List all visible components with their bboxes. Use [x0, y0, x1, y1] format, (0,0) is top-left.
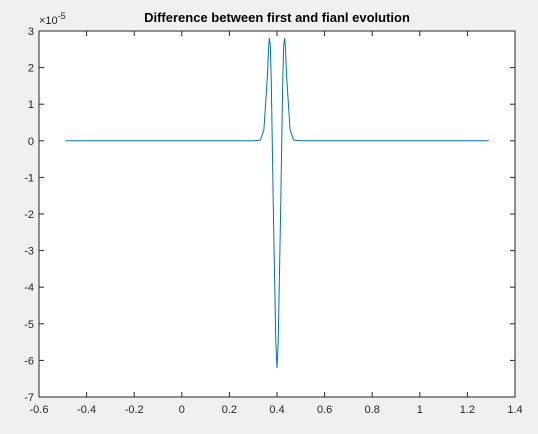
y-axis-exponent: ×10-5 [39, 11, 66, 27]
x-tick-label: 0.2 [222, 404, 237, 416]
x-tick-label: 1.4 [507, 404, 522, 416]
y-axis-exponent-base: ×10 [39, 15, 58, 27]
y-tick-label: -7 [24, 392, 34, 404]
x-tick-label: 0 [179, 404, 185, 416]
x-tick-label: 1.2 [460, 404, 475, 416]
y-tick-label: -2 [24, 209, 34, 221]
y-tick-label: -1 [24, 172, 34, 184]
x-tick-label: -0.2 [125, 404, 144, 416]
y-axis-exponent-power: -5 [58, 11, 66, 21]
axes-box [38, 30, 516, 398]
y-tick-label: 3 [28, 26, 34, 38]
y-tick-label: 1 [28, 99, 34, 111]
axes-background [39, 31, 515, 397]
y-tick-label: -6 [24, 355, 34, 367]
series-layer [65, 37, 489, 369]
x-tick-label: 0.8 [365, 404, 380, 416]
x-tick-label: 0.6 [317, 404, 332, 416]
chart-title: Difference between first and fianl evolu… [144, 10, 410, 25]
y-tick-label: 0 [28, 136, 34, 148]
series-line-0 [65, 37, 489, 369]
y-tick-label: 2 [28, 63, 34, 75]
y-tick-label: -5 [24, 319, 34, 331]
x-tick-label: 1 [417, 404, 423, 416]
y-tick-label: -3 [24, 246, 34, 258]
x-tick-label: 0.4 [269, 404, 284, 416]
x-tick-label: -0.6 [30, 404, 49, 416]
x-tick-label: -0.4 [77, 404, 96, 416]
ticks-layer: -0.6 -0.4 -0.2 0 0.2 0.4 0.6 0.8 1 1.2 1.4 -7 -6 -5 -4… [24, 26, 522, 416]
y-tick-label: -4 [24, 282, 34, 294]
